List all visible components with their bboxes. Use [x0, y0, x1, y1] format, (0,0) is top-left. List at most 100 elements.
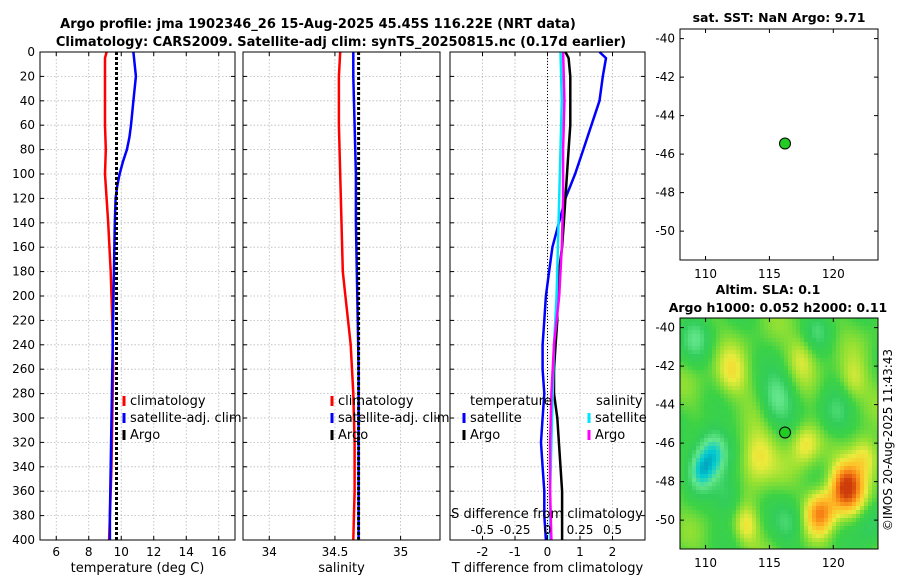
sla-cell [776, 362, 781, 367]
sla-cell [796, 442, 801, 447]
sla-cell [736, 354, 741, 359]
y-tick-label: 220 [12, 313, 35, 327]
sla-cell [696, 406, 701, 411]
sla-cell [716, 362, 721, 367]
sla-cell [728, 406, 733, 411]
x-tick-label: 14 [179, 545, 194, 559]
sla-cell [872, 354, 877, 359]
sla-cell [868, 398, 873, 403]
sla-cell [844, 522, 849, 527]
sla-cell [736, 538, 741, 543]
sla-cell [796, 378, 801, 383]
sla-cell [696, 438, 701, 443]
sla-cell [784, 454, 789, 459]
sla-cell [760, 462, 765, 467]
sla-cell [796, 526, 801, 531]
sla-cell [812, 446, 817, 451]
sla-cell [752, 454, 757, 459]
sla-cell [712, 338, 717, 343]
sla-cell [860, 418, 865, 423]
sla-cell [828, 334, 833, 339]
sla-cell [792, 542, 797, 547]
sla-cell [856, 434, 861, 439]
sla-cell [876, 466, 879, 471]
sla-cell [748, 534, 753, 539]
sla-cell [684, 378, 689, 383]
sla-cell [796, 358, 801, 363]
sla-cell [872, 490, 877, 495]
sla-cell [696, 346, 701, 351]
sla-cell [768, 522, 773, 527]
sla-cell [800, 386, 805, 391]
sla-cell [708, 486, 713, 491]
sla-cell [724, 346, 729, 351]
sla-cell [828, 466, 833, 471]
salinity-panel: 34 34.5 35salinityclimatologysatellite-adj… [242, 51, 450, 576]
sla-cell [724, 374, 729, 379]
sla-cell [824, 530, 829, 535]
sla-cell [840, 342, 845, 347]
sla-cell [844, 374, 849, 379]
sla-cell [688, 378, 693, 383]
sla-cell [684, 394, 689, 399]
sla-cell [696, 462, 701, 467]
sla-cell [752, 534, 757, 539]
sla-cell [756, 406, 761, 411]
sla-cell [820, 466, 825, 471]
sla-cell [832, 430, 837, 435]
sla-cell [752, 506, 757, 511]
sla-cell [680, 462, 685, 467]
sla-cell [784, 530, 789, 535]
sla-cell [708, 418, 713, 423]
sla-cell [856, 350, 861, 355]
sla-cell [756, 374, 761, 379]
sla-cell [708, 338, 713, 343]
sla-cell [748, 402, 753, 407]
sla-cell [712, 474, 717, 479]
sla-cell [708, 450, 713, 455]
sla-cell [680, 506, 685, 511]
sla-cell [784, 534, 789, 539]
sla-cell [772, 478, 777, 483]
sla-cell [800, 382, 805, 387]
sla-cell [772, 474, 777, 479]
sla-cell [736, 506, 741, 511]
sla-cell [824, 362, 829, 367]
sla-cell [860, 514, 865, 519]
sla-cell [684, 510, 689, 515]
sla-cell [784, 334, 789, 339]
sla-cell [784, 378, 789, 383]
sla-cell [708, 538, 713, 543]
sla-cell [872, 546, 877, 550]
sla-cell [700, 334, 705, 339]
sla-cell [824, 354, 829, 359]
sla-cell [784, 506, 789, 511]
sla-cell [792, 378, 797, 383]
sla-cell [728, 462, 733, 467]
sla-cell [760, 482, 765, 487]
sla-cell [728, 494, 733, 499]
sla-cell [828, 542, 833, 547]
sla-cell [772, 338, 777, 343]
sla-cell [804, 390, 809, 395]
sla-cell [808, 346, 813, 351]
sla-cell [844, 546, 849, 550]
sla-cell [872, 454, 877, 459]
sla-cell [876, 446, 879, 451]
sla-cell [716, 466, 721, 471]
sla-cell [768, 546, 773, 550]
sla-cell [816, 334, 821, 339]
sla-cell [712, 410, 717, 415]
sla-cell [740, 322, 745, 327]
legend-climatology-label: climatology [130, 394, 206, 409]
sla-cell [808, 426, 813, 431]
sla-cell [744, 366, 749, 371]
sla-cell [716, 386, 721, 391]
sla-cell [844, 478, 849, 483]
sla-cell [700, 542, 705, 547]
sla-cell [732, 374, 737, 379]
sla-cell [752, 378, 757, 383]
sla-cell [728, 458, 733, 463]
sla-cell [796, 478, 801, 483]
sla-cell [692, 438, 697, 443]
